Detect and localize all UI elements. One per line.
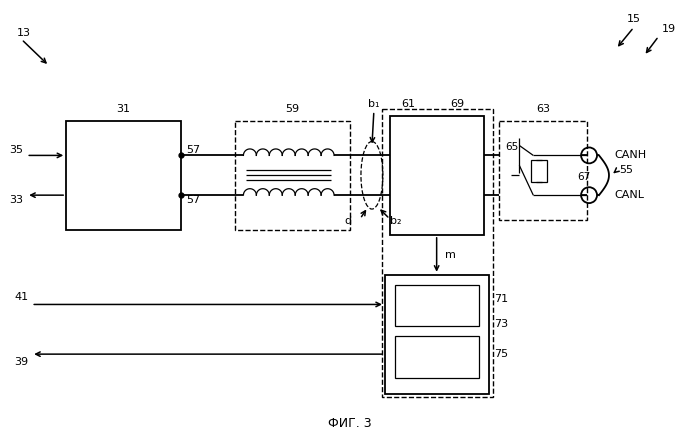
Bar — [395, 284, 480, 326]
Bar — [385, 274, 489, 394]
Bar — [66, 121, 181, 230]
Text: CANH: CANH — [614, 150, 646, 160]
Bar — [531, 160, 547, 182]
Bar — [235, 121, 350, 230]
Text: 41: 41 — [14, 291, 28, 302]
Text: 67: 67 — [577, 172, 590, 182]
Text: 69: 69 — [451, 99, 465, 109]
Text: CANL: CANL — [614, 190, 644, 200]
Bar — [395, 336, 480, 378]
Text: 61: 61 — [401, 99, 415, 109]
Text: m: m — [444, 250, 456, 260]
Text: 13: 13 — [18, 28, 32, 38]
Text: 33: 33 — [9, 195, 23, 205]
Text: 55: 55 — [619, 165, 633, 175]
Text: 39: 39 — [14, 357, 28, 367]
Text: 31: 31 — [116, 104, 130, 114]
Text: 57: 57 — [187, 195, 201, 205]
Text: 59: 59 — [285, 104, 300, 114]
Text: 65: 65 — [505, 142, 519, 153]
Text: 35: 35 — [9, 146, 23, 156]
Text: 57: 57 — [187, 146, 201, 156]
Bar — [382, 109, 494, 397]
Text: 75: 75 — [494, 349, 508, 359]
Text: b₁: b₁ — [368, 99, 379, 109]
Text: b₂: b₂ — [390, 216, 401, 226]
Text: 15: 15 — [627, 14, 641, 24]
Text: ФИГ. 3: ФИГ. 3 — [328, 417, 372, 430]
Text: 63: 63 — [536, 104, 550, 114]
Text: 19: 19 — [662, 24, 676, 34]
Text: 71: 71 — [494, 295, 508, 305]
Bar — [390, 116, 484, 235]
Bar — [499, 121, 587, 220]
Text: 73: 73 — [494, 319, 508, 329]
Text: d: d — [345, 216, 352, 226]
